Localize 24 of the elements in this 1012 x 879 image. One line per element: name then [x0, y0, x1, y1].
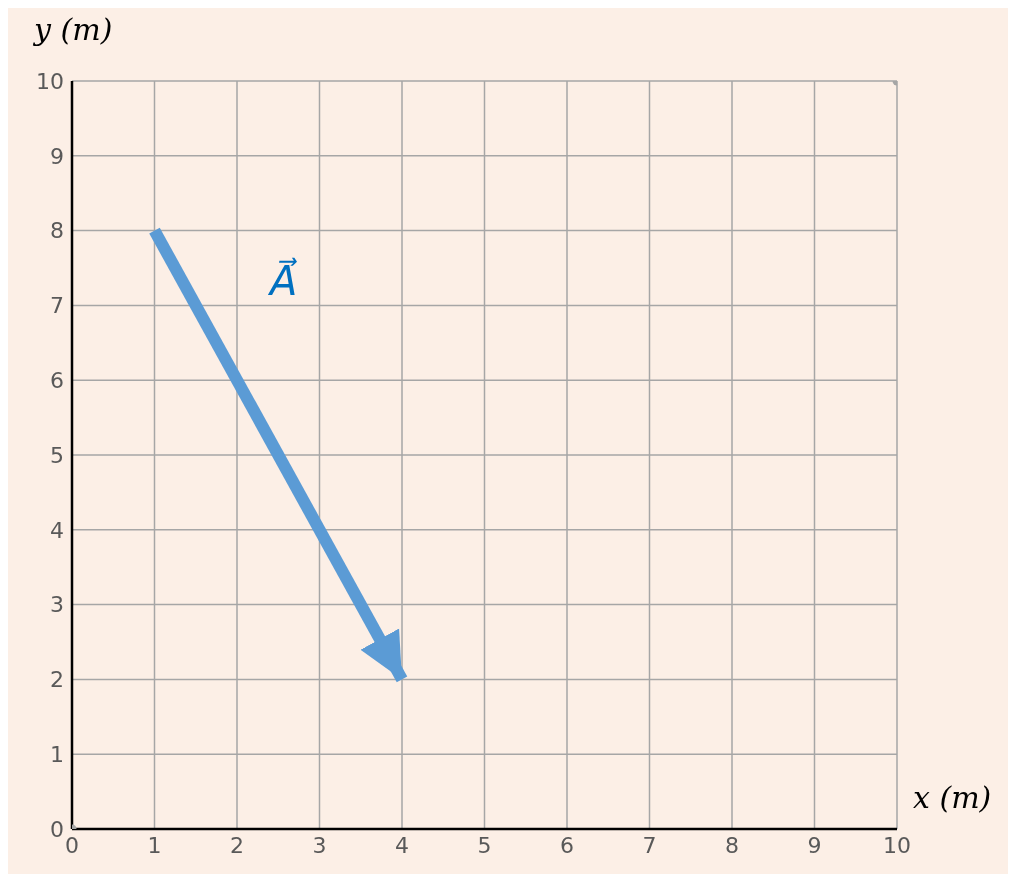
x-tick-label: 8	[725, 832, 739, 858]
x-tick-label: 2	[230, 832, 244, 858]
x-tick-label: 5	[477, 832, 492, 858]
y-tick-label: 5	[50, 442, 64, 468]
y-tick-label: 1	[50, 742, 64, 768]
y-tick-label: 0	[50, 816, 64, 842]
x-tick-label: 9	[807, 832, 822, 858]
x-tick-label: 4	[395, 832, 409, 858]
x-tick-label: 7	[642, 832, 657, 858]
y-tick-label: 6	[50, 368, 64, 394]
y-tick-label: 2	[50, 667, 64, 693]
y-axis-title: y (m)	[34, 12, 113, 47]
x-axis-title: x (m)	[913, 780, 992, 815]
y-tick-label: 3	[50, 592, 64, 618]
y-tick-label: 10	[36, 68, 64, 94]
y-tick-label: 8	[50, 218, 64, 244]
x-tick-label: 10	[883, 832, 911, 858]
x-tick-label: 1	[147, 832, 162, 858]
y-tick-label: 9	[50, 143, 64, 169]
annotation: A⃗	[270, 258, 298, 304]
x-tick-label: 3	[312, 832, 327, 858]
y-tick-label: 4	[50, 517, 64, 543]
x-tick-label: 6	[560, 832, 574, 858]
y-tick-label: 7	[50, 293, 64, 319]
